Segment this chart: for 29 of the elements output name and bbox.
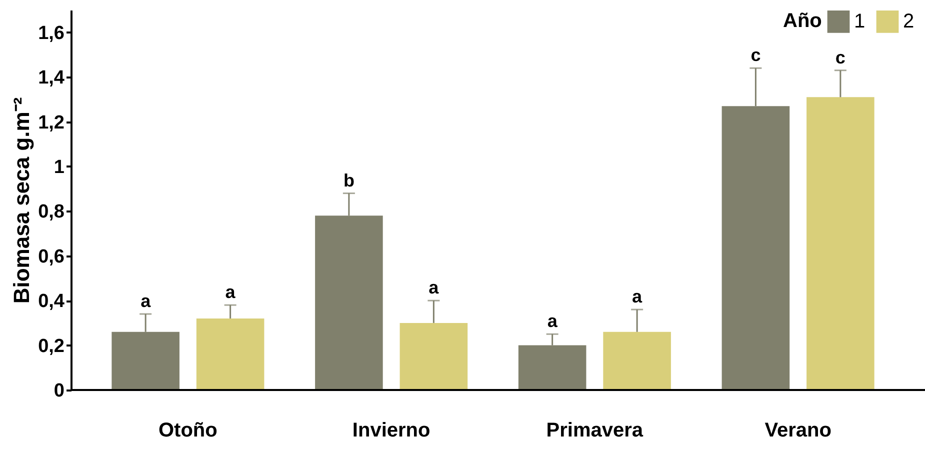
y-tick-label: 0,6 [38,246,64,268]
y-tick-label: 0,8 [38,202,64,223]
bar [806,97,874,390]
legend-title: Año [783,10,822,32]
legend-label: 2 [903,10,914,33]
bar [400,322,468,390]
y-tick-label: 0,2 [38,336,64,357]
annotation: a [547,311,558,332]
y-tick-label: 1,4 [38,68,65,89]
annotation: a [225,282,236,302]
x-tick-label: Verano [764,420,832,442]
y-axis-title: Biomasa seca g.m⁻² [9,97,34,304]
bar [196,318,264,390]
annotation: a [140,291,152,311]
x-tick-label: Primavera [546,420,644,442]
annotation: b [343,170,354,190]
y-tick-label: 0,4 [38,291,65,312]
y-tick-label: 1 [54,156,65,178]
legend-label: 1 [854,10,866,33]
annotation: c [835,47,846,68]
bar [603,332,671,390]
annotation: a [632,286,644,307]
x-tick-label: Otoño [158,420,218,442]
y-tick-label: 1,2 [38,112,64,134]
y-tick-label: 1,6 [38,22,64,44]
x-tick-label: Invierno [352,420,430,442]
annotation: c [750,45,761,66]
annotation: a [428,278,440,298]
y-tick-label: 0 [54,380,64,402]
